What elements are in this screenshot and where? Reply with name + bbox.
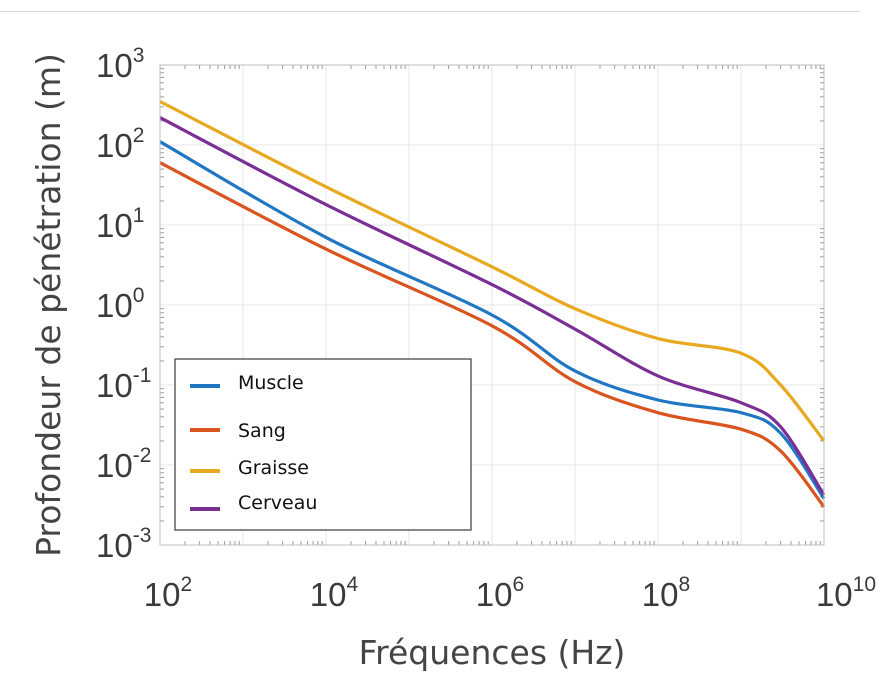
legend-box bbox=[174, 358, 472, 531]
y-tick-label: 102 bbox=[96, 124, 144, 164]
y-tick-labels: 103 102 101 100 10-1 10-2 10-3 bbox=[96, 44, 151, 564]
series-line-cerveau bbox=[159, 116, 826, 496]
series-line-graisse bbox=[159, 100, 826, 442]
plot-frame bbox=[159, 64, 825, 546]
y-tick-label: 100 bbox=[96, 284, 144, 324]
legend: Muscle Sang Graisse Cerveau bbox=[174, 358, 472, 531]
legend-label-sang: Sang bbox=[238, 420, 286, 442]
x-tick-label: 108 bbox=[642, 573, 690, 613]
x-tick-label: 104 bbox=[310, 573, 359, 613]
x-axis-title: Fréquences (Hz) bbox=[359, 633, 626, 672]
y-tick-label: 101 bbox=[96, 204, 144, 244]
x-tick-label: 106 bbox=[476, 573, 524, 613]
legend-label-cerveau: Cerveau bbox=[238, 492, 317, 514]
series-lines bbox=[159, 100, 826, 508]
y-tick-label: 10-3 bbox=[96, 524, 151, 564]
series-line-sang bbox=[159, 161, 826, 508]
top-divider-line bbox=[0, 11, 860, 12]
minor-ticks bbox=[160, 65, 824, 545]
series-line-muscle bbox=[159, 140, 826, 500]
x-tick-label: 1010 bbox=[816, 573, 876, 613]
legend-label-muscle: Muscle bbox=[238, 372, 304, 394]
y-tick-label: 103 bbox=[96, 44, 144, 84]
y-tick-label: 10-2 bbox=[96, 444, 151, 484]
y-tick-label: 10-1 bbox=[96, 364, 151, 404]
legend-label-graisse: Graisse bbox=[238, 457, 309, 479]
x-tick-label: 102 bbox=[144, 573, 192, 613]
x-tick-labels: 102 104 106 108 1010 bbox=[144, 573, 876, 613]
y-axis-title: Profondeur de pénétration (m) bbox=[29, 53, 68, 557]
